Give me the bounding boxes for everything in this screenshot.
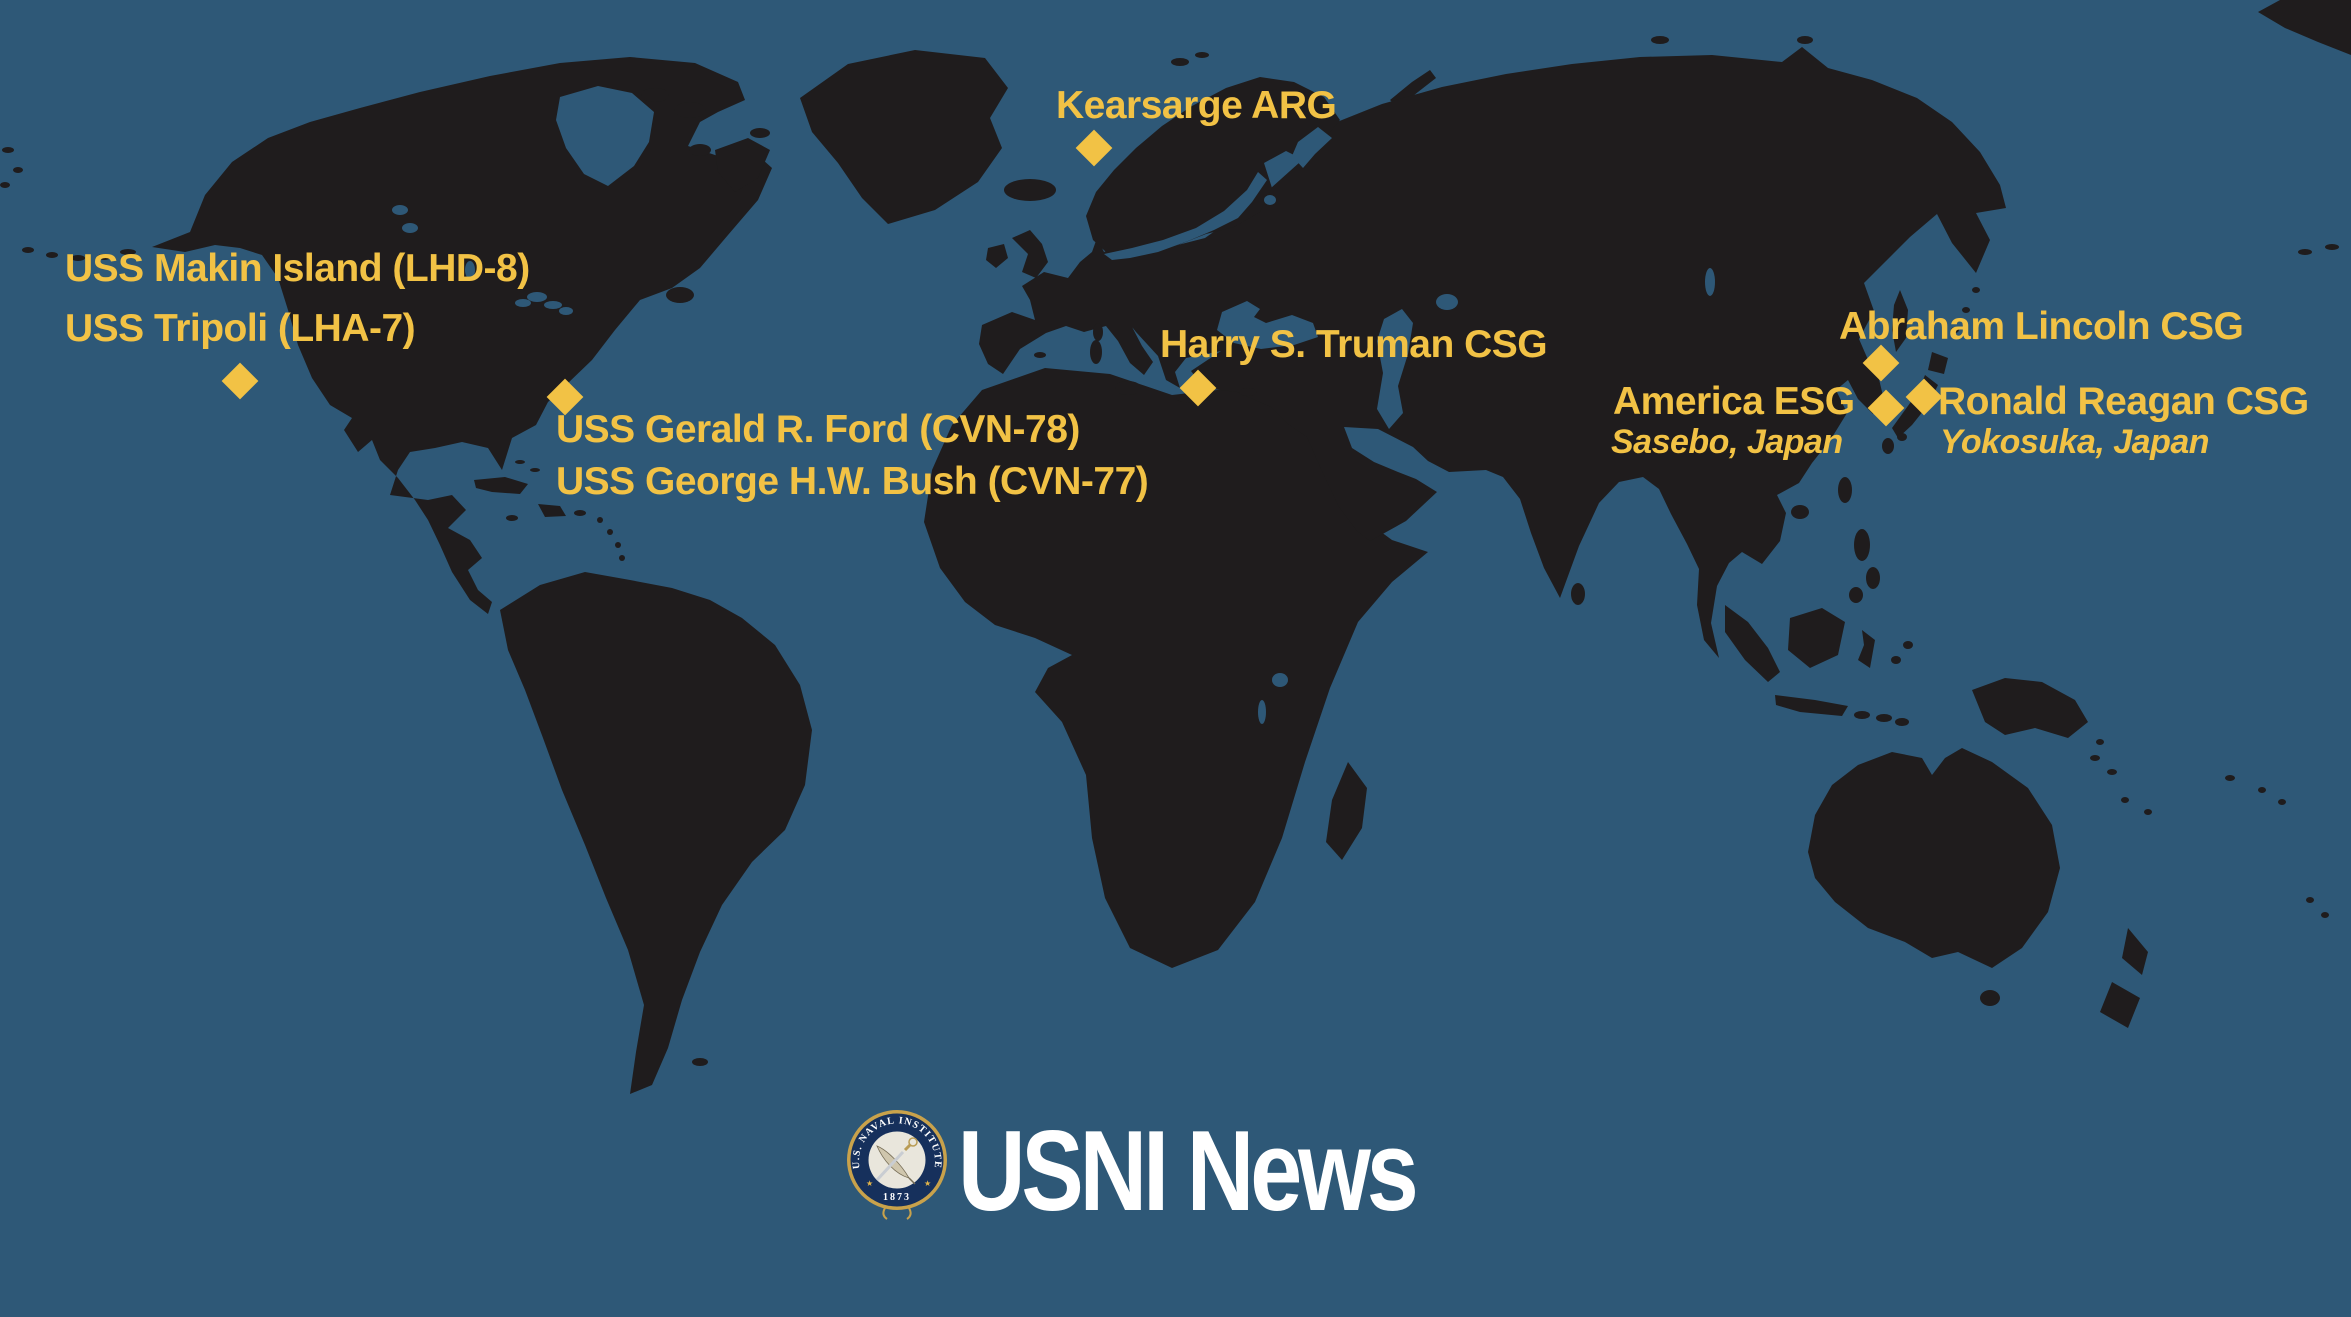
usni-crest: U.S. NAVAL INSTITUTE 1873 ★ ★ [847, 1110, 947, 1220]
landmass-bering-corner [2258, 0, 2351, 55]
gerald-ford-george-bush-label: USS Gerald R. Ford (CVN-78) [556, 408, 1080, 451]
aleutian-islands [22, 244, 2339, 261]
landmass-australia [1808, 748, 2060, 968]
america-esg-label: Sasebo, Japan [1611, 423, 1843, 461]
crest-tassels [882, 1207, 912, 1220]
caribbean-islands [474, 460, 625, 561]
gerald-ford-george-bush-label: USS George H.W. Bush (CVN-77) [556, 460, 1149, 503]
left-edge-islands [0, 147, 23, 188]
ronald-reagan-csg-label: Ronald Reagan CSG [1938, 380, 2309, 423]
falkland-islands [692, 1058, 708, 1066]
landmass-new-zealand [2100, 928, 2148, 1028]
landmass-new-guinea [1972, 678, 2088, 738]
ronald-reagan-csg-label: Yokosuka, Japan [1940, 423, 2210, 461]
southeast-asia-islands [1571, 477, 1913, 726]
landmass-greenland [800, 50, 1008, 224]
landmass-north-america [152, 57, 772, 614]
makin-island-tripoli-label: USS Makin Island (LHD-8) [65, 247, 530, 290]
arctic-islands [627, 88, 770, 303]
crest-star-right: ★ [924, 1179, 931, 1188]
usni-news-wordmark: USNI News [958, 1108, 1419, 1235]
landmass-madagascar [1326, 762, 1367, 860]
crest-quill-and-sword-icon [875, 1137, 918, 1185]
america-esg-label: America ESG [1613, 380, 1855, 423]
crest-year: 1873 [883, 1192, 911, 1203]
landmass-south-america [500, 572, 812, 1094]
landmass-iceland [1004, 179, 1056, 201]
landmass-great-britain [1012, 230, 1048, 278]
landmass-eurasia [979, 47, 2006, 658]
landmass-scandinavia [1086, 77, 1340, 254]
pacific-islands [2090, 739, 2329, 918]
landmass-africa [924, 368, 1428, 968]
crest-star-left: ★ [866, 1179, 873, 1188]
abraham-lincoln-csg-label: Abraham Lincoln CSG [1839, 305, 2244, 348]
makin-island-tripoli-label: USS Tripoli (LHA-7) [65, 307, 416, 350]
inland-seas [392, 86, 1715, 724]
harry-s-truman-csg-label: Harry S. Truman CSG [1160, 323, 1548, 366]
kearsarge-arg-label: Kearsarge ARG [1056, 84, 1337, 127]
landmass-ireland [986, 244, 1008, 268]
landmass-tasmania [1980, 990, 2000, 1006]
